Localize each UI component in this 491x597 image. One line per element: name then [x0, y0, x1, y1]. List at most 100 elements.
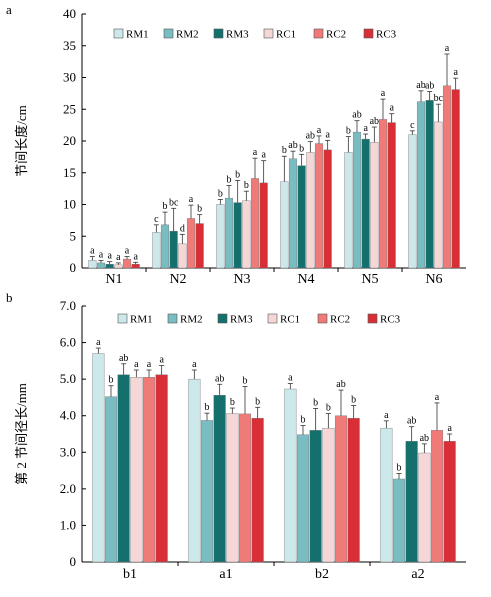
significance-label: b — [326, 403, 331, 414]
significance-label: ab — [336, 379, 345, 390]
significance-label: b — [235, 169, 240, 180]
bar-rc1-a1 — [226, 413, 239, 563]
significance-label: b — [227, 174, 232, 185]
legend-item-rc2: RC2 — [317, 313, 350, 326]
significance-label: a — [445, 43, 450, 54]
bar-rc2-n5 — [378, 119, 388, 269]
bar-rm1-n2 — [152, 232, 161, 269]
legend-item-rm1: RM1 — [117, 314, 153, 326]
bar-rm1-n4 — [280, 181, 289, 269]
y-tick-label: 20 — [63, 133, 76, 148]
bar-rc2-b1 — [142, 377, 156, 563]
significance-label: b — [255, 396, 260, 407]
significance-label: b — [197, 204, 202, 215]
legend-label: RC2 — [330, 314, 350, 326]
y-tick-label: 2.0 — [60, 481, 76, 496]
bar-rm2-n5 — [352, 131, 362, 269]
x-tick-label: b1 — [123, 567, 137, 582]
chart-panel-b: b 第 2 节间径长/mm 0 1.0 2.0 3.0 4.0 5.0 6.0 7.0 RM1 RM2… — [6, 290, 466, 582]
bar-rc2-n2 — [186, 218, 196, 269]
significance-label: ab — [306, 131, 315, 142]
bar-rc3-a2 — [443, 441, 456, 563]
x-tick-label: N2 — [169, 272, 186, 287]
legend-label: RM3 — [230, 314, 253, 326]
significance-label: a — [363, 123, 368, 134]
y-tick-label: 7.0 — [60, 298, 76, 313]
bar-rc3-b1 — [155, 374, 168, 563]
bar-rc2-n1 — [122, 258, 132, 269]
bar-rm3-n1 — [105, 263, 114, 269]
significance-label: a — [99, 249, 104, 260]
x-tick-label: a1 — [219, 567, 232, 582]
significance-label: b — [282, 145, 287, 156]
legend-item-rc1: RC1 — [267, 314, 300, 326]
significance-label: ab — [416, 80, 425, 91]
x-tick-label: N3 — [233, 272, 250, 287]
bar-rc1-b2 — [322, 427, 335, 563]
bar-rm1-n5 — [344, 152, 353, 269]
significance-label: a — [96, 337, 101, 348]
bar-rc1-n1 — [114, 264, 123, 269]
significance-label: a — [453, 67, 458, 78]
significance-label: a — [389, 103, 394, 114]
bar-rm3-n3 — [233, 202, 242, 269]
legend-label: RM1 — [126, 29, 149, 41]
legend-swatch — [167, 313, 178, 324]
significance-label: b — [244, 180, 249, 191]
bar-rm2-a1 — [200, 420, 214, 563]
x-tick-label: N5 — [361, 272, 378, 287]
significance-label: ab — [425, 80, 434, 91]
legend-label: RC3 — [376, 29, 397, 41]
y-tick-label: 15 — [63, 165, 76, 180]
bar-rm2-b1 — [104, 396, 118, 563]
significance-label: a — [261, 150, 266, 161]
significance-label: b — [205, 402, 210, 413]
significance-label: ab — [407, 416, 416, 427]
bar-rm3-b1 — [117, 374, 130, 563]
bar-rm1-n3 — [216, 204, 225, 269]
significance-label: a — [288, 373, 293, 384]
significance-label: a — [90, 246, 95, 257]
legend-swatch — [367, 313, 378, 324]
significance-label: a — [134, 359, 139, 370]
bar-rm3-n2 — [169, 230, 178, 269]
y-tick-label: 5.0 — [60, 371, 76, 386]
bar-rm2-b2 — [296, 434, 310, 563]
legend-swatch — [263, 28, 274, 39]
significance-label: b — [301, 415, 306, 426]
significance-label: a — [253, 147, 258, 158]
legend-item-rc2: RC2 — [313, 29, 346, 41]
legend-label: RM2 — [180, 314, 203, 326]
bar-rm1-a2 — [380, 427, 393, 563]
bar-rc3-n1 — [131, 263, 140, 269]
legend-swatch — [317, 313, 328, 324]
y-tick-label: 6.0 — [60, 335, 76, 350]
significance-label: ab — [119, 353, 128, 364]
bar-rm1-b1 — [92, 353, 105, 563]
y-tick-label: 0 — [70, 554, 77, 569]
legend-label: RC3 — [380, 314, 401, 326]
legend-swatch — [363, 28, 374, 39]
y-tick-label: 0 — [70, 260, 77, 275]
y-tick-label: 25 — [63, 101, 76, 116]
significance-label: a — [125, 246, 130, 257]
legend-label: RM3 — [226, 29, 249, 41]
significance-label: a — [189, 194, 194, 205]
x-tick-label: N4 — [297, 272, 314, 287]
significance-label: b — [313, 397, 318, 408]
bar-rc3-a1 — [251, 418, 264, 563]
y-axis-label: 节间长度/cm — [14, 105, 29, 177]
chart-panel-a: a 节间长度/cm 0 5 10 15 20 25 30 35 40 RM1 RM2 RM3 RC1 RC2 R… — [6, 2, 466, 287]
bar-rc1-n6 — [434, 121, 443, 269]
significance-label: b — [218, 188, 223, 199]
significance-label: ab — [288, 140, 297, 151]
x-tick-label: N1 — [105, 272, 122, 287]
bar-rc1-n4 — [306, 152, 315, 269]
bar-rm3-n4 — [297, 165, 306, 269]
significance-label: b — [346, 126, 351, 137]
legend-label: RC2 — [326, 29, 346, 41]
legend-item-rm2: RM2 — [163, 29, 199, 41]
bar-rm3-b2 — [309, 430, 322, 563]
legend-item-rc1: RC1 — [263, 28, 296, 41]
